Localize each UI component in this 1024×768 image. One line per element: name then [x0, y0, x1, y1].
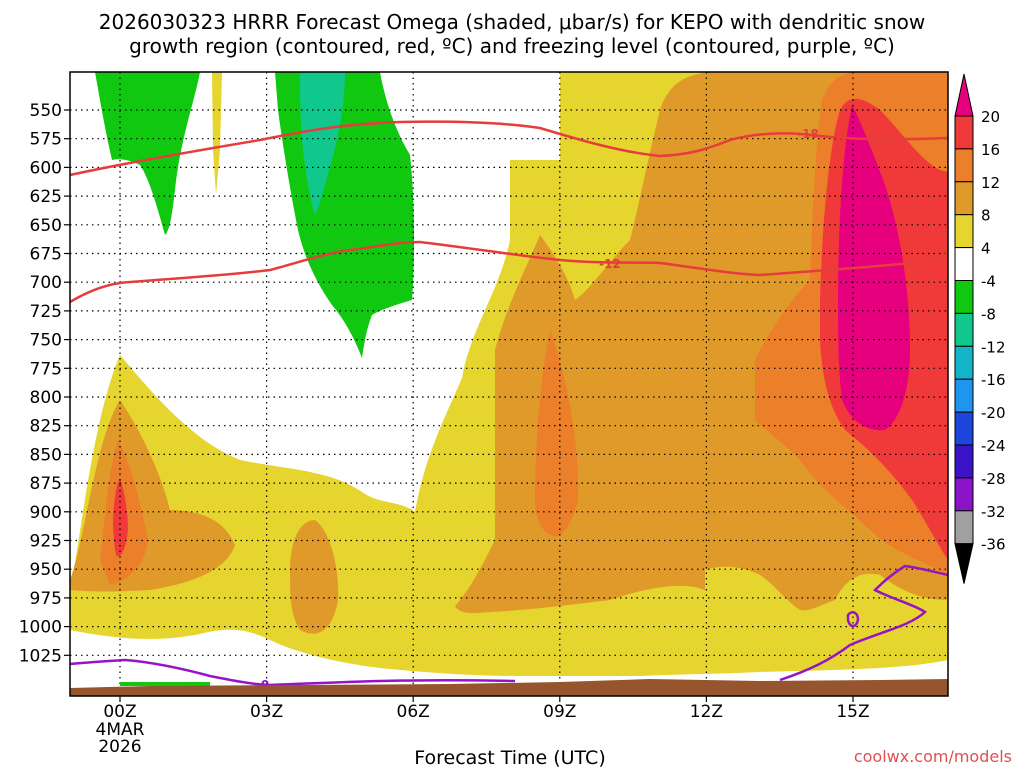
x-tick-label: 12Z [690, 702, 723, 722]
colorbar-label: 16 [981, 141, 1000, 159]
y-tick-label: 550 [30, 101, 62, 121]
colorbar-swatch [954, 280, 974, 314]
y-tick-label: 975 [30, 589, 62, 609]
x-tick-label: 03Z [250, 702, 283, 722]
omega-band-8-12-cell-03z [290, 520, 339, 634]
colorbar-swatch [954, 345, 974, 380]
colorbar-label: -20 [981, 404, 1006, 422]
x-tick-label: 06Z [397, 702, 430, 722]
x-axis-label: Forecast Time (UTC) [414, 747, 605, 768]
chart-title-line1: 2026030323 HRRR Forecast Omega (shaded, … [99, 10, 925, 34]
y-tick-label: 575 [30, 130, 62, 150]
y-gridlines [70, 109, 948, 656]
colorbar-label: 20 [981, 108, 1000, 126]
omega-band-4-8-left-streak [212, 72, 222, 195]
plot-frame [69, 71, 949, 697]
contour-minus18 [70, 120, 948, 177]
colorbar-swatch [954, 543, 974, 584]
y-tick-label: 700 [30, 273, 62, 293]
colorbar-swatch [954, 444, 974, 479]
y-tick-label: 800 [30, 388, 62, 408]
y-axis: 550 575 600 625 650 675 700 725 750 775 800 825 850 8… [19, 101, 70, 666]
y-tick-label: 950 [30, 560, 62, 580]
colorbar-swatch [954, 214, 974, 249]
x-tick-label: 15Z [836, 702, 869, 722]
y-tick-label: 850 [30, 445, 62, 465]
y-tick-label: 650 [30, 216, 62, 236]
colorbar-swatch [954, 148, 974, 183]
plot-area: -18 -12 0 [70, 72, 948, 696]
contour-label-minus12: -12 [599, 257, 621, 271]
x-tick-label: 09Z [543, 702, 576, 722]
colorbar-label: -12 [981, 338, 1006, 356]
colorbar-label: -4 [981, 273, 996, 291]
omega-band-12-16-09z [535, 330, 579, 537]
credit-text: coolwx.com/models [854, 747, 1012, 766]
contour-minus12 [70, 240, 948, 304]
y-tick-label: 1000 [19, 618, 62, 638]
colorbar-label: 12 [981, 174, 1000, 192]
contour-label-zero: 0 [261, 678, 269, 692]
colorbar-label: -24 [981, 437, 1006, 455]
omega-band-4-8-north [560, 72, 652, 233]
omega-band-neg4-neg8-left [95, 72, 200, 235]
colorbar-swatch [954, 378, 974, 413]
colorbar-label: 8 [981, 207, 991, 225]
y-tick-label: 825 [30, 417, 62, 437]
contour-freezing-level-closed [846, 611, 860, 628]
colorbar-swatch [954, 181, 974, 216]
colorbar-swatch [954, 477, 974, 512]
contour-label-minus18: -18 [797, 127, 819, 141]
terrain [70, 679, 948, 696]
colorbar-swatch [954, 312, 974, 347]
x-date-label: 2026 [98, 737, 141, 757]
colorbar-label: -8 [981, 305, 996, 323]
colorbar: 20 16 12 8 4 -4 -8 -12 -16 -20 -24 -28 -32 -36 [954, 73, 1006, 584]
y-tick-label: 675 [30, 245, 62, 265]
colorbar-swatch [954, 115, 974, 150]
colorbar-swatch [954, 247, 974, 282]
colorbar-label: 4 [981, 240, 991, 258]
y-tick-label: 900 [30, 503, 62, 523]
y-tick-label: 725 [30, 302, 62, 322]
colorbar-label: -36 [981, 536, 1006, 554]
x-tick-label: 00Z [103, 702, 136, 722]
y-tick-label: 775 [30, 359, 62, 379]
contour-freezing-level-surface [70, 658, 516, 687]
colorbar-label: -32 [981, 503, 1006, 521]
contour-freezing-level-east [779, 564, 948, 682]
y-tick-label: 600 [30, 158, 62, 178]
colorbar-swatch [954, 510, 974, 545]
colorbar-label: -28 [981, 470, 1006, 488]
x-date-label: 4MAR [96, 720, 145, 740]
colorbar-swatch [954, 411, 974, 446]
omega-band-neg8-neg12 [300, 72, 345, 215]
chart-title-line2: growth region (contoured, red, ºC) and f… [129, 34, 895, 58]
colorbar-label: -16 [981, 371, 1006, 389]
omega-streak-surface [120, 682, 210, 686]
omega-band-16-20-lowlevel [113, 478, 128, 557]
y-tick-label: 925 [30, 532, 62, 552]
colorbar-swatch [954, 73, 974, 117]
y-tick-label: 1025 [19, 646, 62, 666]
y-tick-label: 875 [30, 474, 62, 494]
y-tick-label: 625 [30, 187, 62, 207]
y-tick-label: 750 [30, 331, 62, 351]
